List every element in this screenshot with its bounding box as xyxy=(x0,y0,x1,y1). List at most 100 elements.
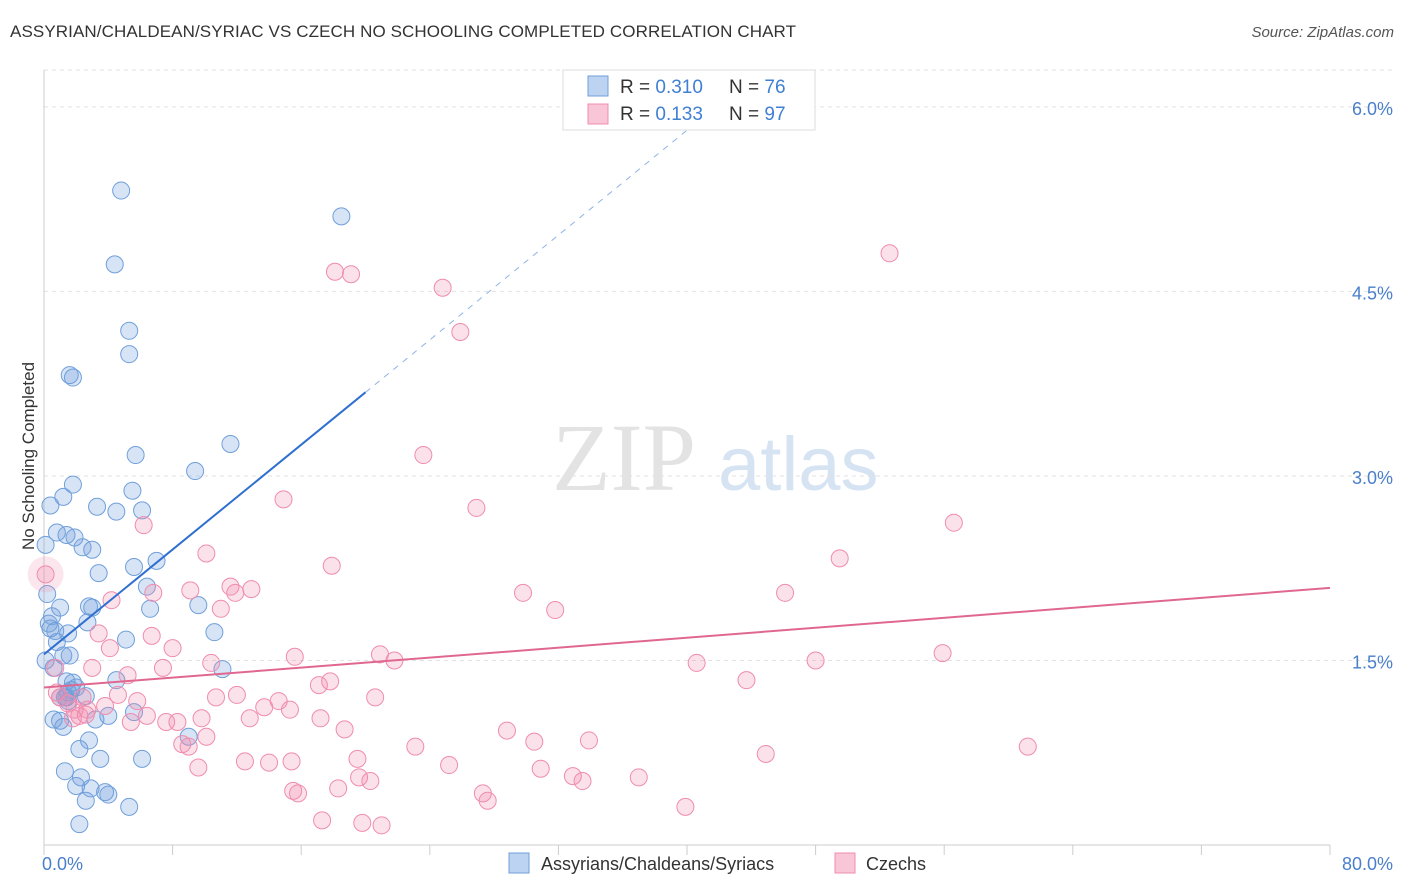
czech-point-25 xyxy=(142,626,161,645)
czech-point-94 xyxy=(676,797,695,816)
czech-point-36 xyxy=(83,658,102,677)
assyrian-point-75 xyxy=(76,791,95,810)
czech-point-89 xyxy=(329,779,348,798)
czech-point-60 xyxy=(137,706,156,725)
czech-point-37 xyxy=(46,658,65,677)
czech-point-83 xyxy=(531,759,550,778)
czech-point-1 xyxy=(325,262,344,281)
czech-point-15 xyxy=(242,580,261,599)
czech-point-87 xyxy=(361,772,380,791)
stats-n-label-assyrian: N = xyxy=(729,77,764,98)
czech-point-39 xyxy=(321,672,340,691)
czech-point-35 xyxy=(153,658,172,677)
trend-lines xyxy=(43,129,1331,689)
czech-point-50 xyxy=(128,692,147,711)
czech-point-8 xyxy=(944,513,963,532)
czech-point-68 xyxy=(497,721,516,740)
czech-point-3 xyxy=(433,278,452,297)
czech-point-0 xyxy=(880,244,899,263)
assyrian-point-14 xyxy=(88,497,107,516)
assyrian-point-10 xyxy=(63,475,82,494)
czech-point-81 xyxy=(440,756,459,775)
czech-point-49 xyxy=(366,688,385,707)
assyrian-point-59 xyxy=(44,710,63,729)
czech-point-61 xyxy=(192,709,211,728)
assyrian-point-13 xyxy=(41,496,60,515)
assyrian-point-71 xyxy=(67,776,86,795)
czech-point-62 xyxy=(240,709,259,728)
watermark: ZIP atlas xyxy=(552,404,879,511)
czech-point-93 xyxy=(478,791,497,810)
czech-trend-line xyxy=(43,586,1331,689)
data-points xyxy=(27,181,1037,835)
stats-swatch-assyrian xyxy=(587,75,609,97)
czech-point-42 xyxy=(47,683,66,702)
gridlines xyxy=(44,69,1392,661)
czech-point-66 xyxy=(121,712,140,731)
czech-point-40 xyxy=(309,676,328,695)
stats-r-label-assyrian: R = xyxy=(620,77,655,98)
svg-text:R = 0.133: R = 0.133 xyxy=(620,104,703,125)
x-tick-label-min: 0.0% xyxy=(42,854,83,874)
assyrian-point-31 xyxy=(189,596,208,615)
legend-label-czech: Czechs xyxy=(866,854,926,874)
czech-point-5 xyxy=(414,446,433,465)
czech-point-23 xyxy=(211,599,230,618)
assyrian-point-6 xyxy=(63,368,82,387)
stats-r-label-czech: R = xyxy=(620,104,655,125)
assyrian-point-40 xyxy=(116,630,135,649)
stats-n-value-assyrian: 76 xyxy=(764,77,785,98)
czech-point-65 xyxy=(168,712,187,731)
assyrian-point-5 xyxy=(60,366,79,385)
czech-point-67 xyxy=(335,720,354,739)
assyrian-point-74 xyxy=(99,785,118,804)
czech-point-34 xyxy=(202,653,221,672)
czech-point-22 xyxy=(546,601,565,620)
assyrian-trend-line xyxy=(43,391,367,656)
assyrian-point-3 xyxy=(120,321,139,340)
czech-point-84 xyxy=(350,768,369,787)
czech-point-86 xyxy=(629,768,648,787)
assyrian-point-12 xyxy=(123,481,142,500)
czech-point-41 xyxy=(737,671,756,690)
czech-point-46 xyxy=(207,688,226,707)
assyrian-point-76 xyxy=(120,797,139,816)
assyrian-point-39 xyxy=(205,623,224,642)
czech-point-large xyxy=(27,556,64,593)
czech-point-7 xyxy=(467,498,486,517)
czech-point-95 xyxy=(313,811,332,830)
czech-point-16 xyxy=(181,581,200,600)
chart-source: Source: ZipAtlas.com xyxy=(1251,24,1394,41)
czech-point-78 xyxy=(235,752,254,771)
czech-point-11 xyxy=(830,549,849,568)
y-tick-label-2: 4.5% xyxy=(1352,283,1393,303)
watermark-atlas: atlas xyxy=(718,422,879,507)
czech-point-71 xyxy=(525,732,544,751)
czech-point-12 xyxy=(322,556,341,575)
czech-point-63 xyxy=(311,709,330,728)
czech-point-82 xyxy=(189,758,208,777)
y-tick-labels: 1.5% 3.0% 4.5% 6.0% xyxy=(1352,99,1393,673)
series-legend: Assyrians/Chaldeans/Syriacs Czechs xyxy=(508,852,926,874)
stats-r-value-assyrian: 0.310 xyxy=(655,77,703,98)
assyrian-point-42 xyxy=(60,646,79,665)
czech-point-19 xyxy=(514,583,533,602)
czech-point-28 xyxy=(933,644,952,663)
stats-n-value-czech: 97 xyxy=(764,104,785,125)
czech-point-2 xyxy=(342,265,361,284)
y-tick-label-0: 1.5% xyxy=(1352,652,1393,672)
czech-point-59 xyxy=(63,709,82,728)
assyrian-point-73 xyxy=(96,783,115,802)
czech-point-96 xyxy=(353,813,372,832)
svg-text:N = 97: N = 97 xyxy=(729,104,786,125)
assyrian-point-8 xyxy=(126,446,145,465)
czech-point-27 xyxy=(100,639,119,658)
czech-point-38 xyxy=(118,666,137,685)
svg-text:N = 76: N = 76 xyxy=(729,77,786,98)
czech-point-74 xyxy=(406,737,425,756)
czech-point-73 xyxy=(179,737,198,756)
stats-legend: R = 0.310 N = 76 R = 0.133 N = 97 xyxy=(562,69,816,131)
legend-label-assyrian: Assyrians/Chaldeans/Syriacs xyxy=(541,854,774,874)
assyrian-point-66 xyxy=(70,740,89,759)
